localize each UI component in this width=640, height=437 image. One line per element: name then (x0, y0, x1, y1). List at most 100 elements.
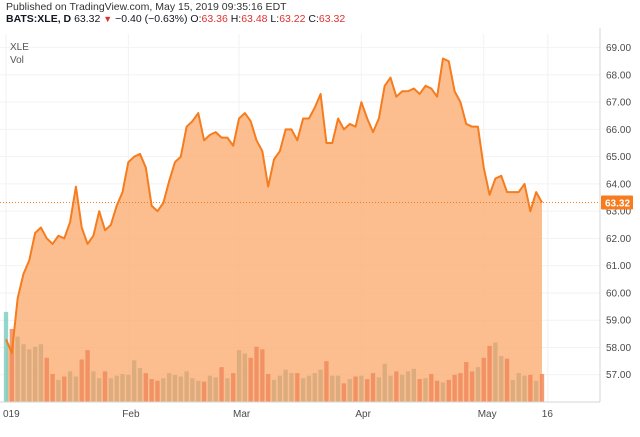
volume-bar (91, 371, 96, 402)
volume-bar (400, 374, 405, 402)
volume-bar (359, 375, 364, 402)
volume-bar (324, 361, 329, 402)
volume-bar (166, 373, 172, 402)
volume-bar (190, 378, 195, 402)
volume-bar (283, 369, 288, 402)
volume-bar (149, 379, 154, 402)
volume-bar (300, 378, 306, 402)
volume-bar (50, 373, 55, 402)
volume-bar (67, 371, 73, 402)
volume-bar (73, 376, 79, 402)
volume-bar (184, 371, 189, 402)
y-tick-label: 64.00 (606, 179, 631, 190)
y-tick-label: 65.00 (606, 152, 631, 163)
close-value: 63.32 (318, 13, 346, 25)
low-value: 63.22 (279, 13, 306, 25)
chart-legend: XLE Vol (10, 41, 29, 67)
volume-bar (97, 378, 102, 402)
volume-bar (137, 368, 143, 402)
volume-bar (365, 379, 370, 402)
y-tick-label: 63.00 (606, 207, 631, 218)
volume-bar (528, 374, 533, 402)
volume-bar (242, 353, 248, 402)
volume-bar (516, 373, 521, 402)
volume-bar (120, 373, 125, 402)
volume-bar (522, 375, 527, 402)
volume-bar (440, 382, 446, 402)
volume-bar (15, 336, 20, 402)
volume-bar (85, 350, 90, 402)
y-tick-label: 62.00 (606, 234, 631, 245)
y-tick-label: 59.00 (606, 316, 631, 327)
volume-bar (21, 344, 26, 402)
legend-ticker[interactable]: XLE (10, 42, 29, 53)
volume-bar (417, 379, 422, 402)
volume-bar (452, 374, 457, 402)
volume-bar (388, 375, 393, 402)
chart-area[interactable]: 57.00 58.00 59.00 60.00 61.00 62.00 63.00 64.00… (0, 28, 640, 432)
volume-bar (370, 373, 376, 402)
volume-bar (353, 376, 358, 402)
volume-bar (213, 377, 218, 402)
volume-bar (405, 371, 411, 402)
volume-bar (248, 357, 253, 402)
volume-bar (236, 350, 242, 402)
volume-bar (499, 356, 504, 402)
volume-bar (62, 376, 67, 402)
volume-bar (155, 380, 160, 402)
symbol-label[interactable]: BATS:XLE, D (6, 13, 72, 25)
volume-bar (271, 379, 277, 402)
volume-bar (295, 373, 300, 402)
legend-volume[interactable]: Vol (10, 55, 24, 66)
volume-bar (114, 375, 119, 402)
published-note: Published on TradingView.com, May 15, 20… (6, 1, 287, 13)
volume-bar (9, 328, 14, 402)
volume-bar (44, 357, 49, 402)
volume-bar (196, 380, 201, 402)
volume-bar (510, 379, 516, 402)
volume-bar (108, 378, 114, 402)
volume-bar (219, 367, 224, 402)
low-label: L: (270, 13, 280, 25)
volume-bar (102, 371, 108, 402)
volume-bar (172, 374, 178, 402)
y-tick-label: 61.00 (606, 261, 631, 272)
y-tick-label: 66.00 (606, 125, 631, 136)
y-tick-label: 57.00 (606, 370, 631, 381)
volume-bar (481, 357, 486, 402)
volume-bar (394, 371, 399, 402)
y-tick-label: 69.00 (606, 43, 631, 54)
volume-bar (38, 344, 44, 402)
volume-bar (411, 368, 416, 402)
price-area (6, 58, 542, 402)
volume-bar (382, 363, 387, 402)
x-tick-label: Mar (233, 409, 251, 420)
x-tick-label: Apr (355, 409, 371, 420)
volume-bar (318, 369, 323, 402)
chart-header: Published on TradingView.com, May 15, 20… (0, 0, 640, 26)
price-badge-label: 63.32 (605, 198, 630, 209)
volume-bar (376, 377, 382, 402)
volume-bar (3, 311, 9, 402)
price-change: −0.40 (−0.63%) (115, 13, 188, 25)
volume-bar (126, 374, 131, 402)
volume-bar (493, 342, 498, 402)
volume-bar (143, 373, 148, 402)
volume-bar (277, 375, 282, 402)
last-price: 63.32 (74, 13, 101, 25)
volume-bar (429, 373, 434, 402)
volume-bar (330, 375, 335, 402)
volume-bar (487, 345, 492, 402)
x-tick-label: 019 (3, 409, 20, 420)
volume-bar (254, 346, 259, 402)
volume-bar (289, 373, 294, 402)
price-chart[interactable]: 57.00 58.00 59.00 60.00 61.00 62.00 63.00 64.00… (0, 28, 640, 432)
volume-bar (458, 373, 463, 402)
ohlc-line: BATS:XLE, D 63.32 ▼ −0.40 (−0.63%) O:63.… (6, 13, 345, 25)
volume-bar (434, 380, 440, 402)
volume-bar (207, 375, 213, 402)
volume-bar (464, 362, 469, 402)
volume-bar (504, 358, 510, 402)
x-tick-label: 16 (542, 409, 554, 420)
down-arrow-icon: ▼ (103, 14, 113, 24)
